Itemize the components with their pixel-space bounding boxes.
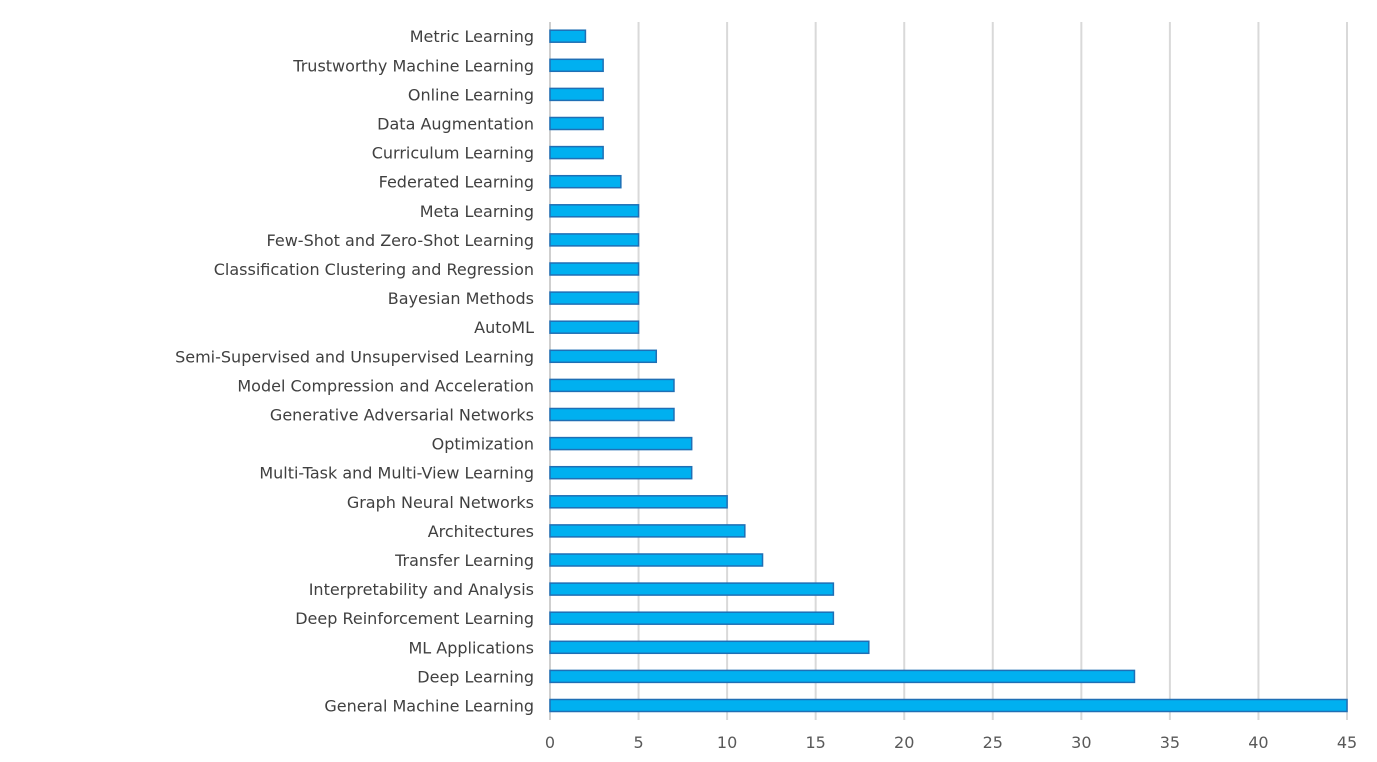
category-label: Data Augmentation bbox=[377, 115, 534, 134]
category-label: Model Compression and Acceleration bbox=[237, 376, 534, 395]
x-tick-label: 20 bbox=[894, 733, 914, 752]
category-label: Graph Neural Networks bbox=[347, 493, 534, 512]
x-axis-tick-labels: 0 5 10 15 20 25 30 35 40 45 bbox=[545, 733, 1357, 752]
x-tick-label: 0 bbox=[545, 733, 555, 752]
category-label: Online Learning bbox=[408, 85, 534, 104]
category-label: Multi-Task and Multi-View Learning bbox=[259, 464, 534, 483]
bar bbox=[549, 582, 835, 596]
bar bbox=[549, 349, 658, 364]
bar bbox=[549, 320, 640, 334]
bar bbox=[549, 698, 1348, 713]
category-label: Metric Learning bbox=[410, 27, 534, 46]
category-label: ML Applications bbox=[408, 638, 534, 657]
bar bbox=[549, 29, 587, 43]
bar bbox=[549, 495, 728, 509]
bar bbox=[549, 145, 604, 160]
bar bbox=[549, 116, 604, 131]
category-label: Few-Shot and Zero-Shot Learning bbox=[267, 231, 534, 250]
category-label: Optimization bbox=[432, 435, 534, 454]
category-label: AutoML bbox=[474, 318, 534, 337]
category-label: Semi-Supervised and Unsupervised Learnin… bbox=[175, 347, 534, 366]
bar bbox=[549, 611, 835, 625]
category-label: Curriculum Learning bbox=[372, 144, 534, 163]
category-label: Generative Adversarial Networks bbox=[270, 406, 534, 425]
category-label: Trustworthy Machine Learning bbox=[292, 56, 534, 75]
bar bbox=[549, 262, 640, 276]
x-tick-label: 30 bbox=[1071, 733, 1091, 752]
bar bbox=[549, 640, 870, 655]
category-label: Deep Learning bbox=[417, 667, 534, 686]
bar bbox=[549, 553, 764, 567]
bar bbox=[549, 436, 693, 451]
bars bbox=[549, 29, 1348, 713]
x-tick-label: 15 bbox=[805, 733, 825, 752]
category-labels: General Machine Learning Deep Learning ML … bbox=[175, 27, 534, 715]
x-tick-label: 40 bbox=[1248, 733, 1268, 752]
bar bbox=[549, 407, 675, 422]
grid-lines bbox=[549, 22, 1348, 720]
bar bbox=[549, 291, 640, 305]
category-label: Federated Learning bbox=[379, 173, 534, 192]
bar bbox=[549, 669, 1136, 684]
x-tick-label: 5 bbox=[633, 733, 643, 752]
bar bbox=[549, 87, 604, 102]
category-label: Meta Learning bbox=[420, 202, 534, 221]
category-label: Classification Clustering and Regression bbox=[214, 260, 534, 279]
x-tick-label: 10 bbox=[717, 733, 737, 752]
bar bbox=[549, 174, 622, 189]
bar bbox=[549, 465, 693, 480]
category-label: Transfer Learning bbox=[394, 551, 534, 570]
category-label: Interpretability and Analysis bbox=[309, 580, 534, 599]
category-label: Bayesian Methods bbox=[388, 289, 534, 308]
category-label: Deep Reinforcement Learning bbox=[295, 609, 534, 628]
bar bbox=[549, 524, 746, 538]
x-tick-label: 25 bbox=[983, 733, 1003, 752]
category-label: General Machine Learning bbox=[324, 697, 534, 716]
bar bbox=[549, 204, 640, 218]
category-label: Architectures bbox=[428, 522, 534, 541]
x-tick-label: 35 bbox=[1160, 733, 1180, 752]
bar bbox=[549, 378, 675, 393]
x-tick-label: 45 bbox=[1337, 733, 1357, 752]
bar bbox=[549, 58, 604, 73]
bar bbox=[549, 233, 640, 247]
